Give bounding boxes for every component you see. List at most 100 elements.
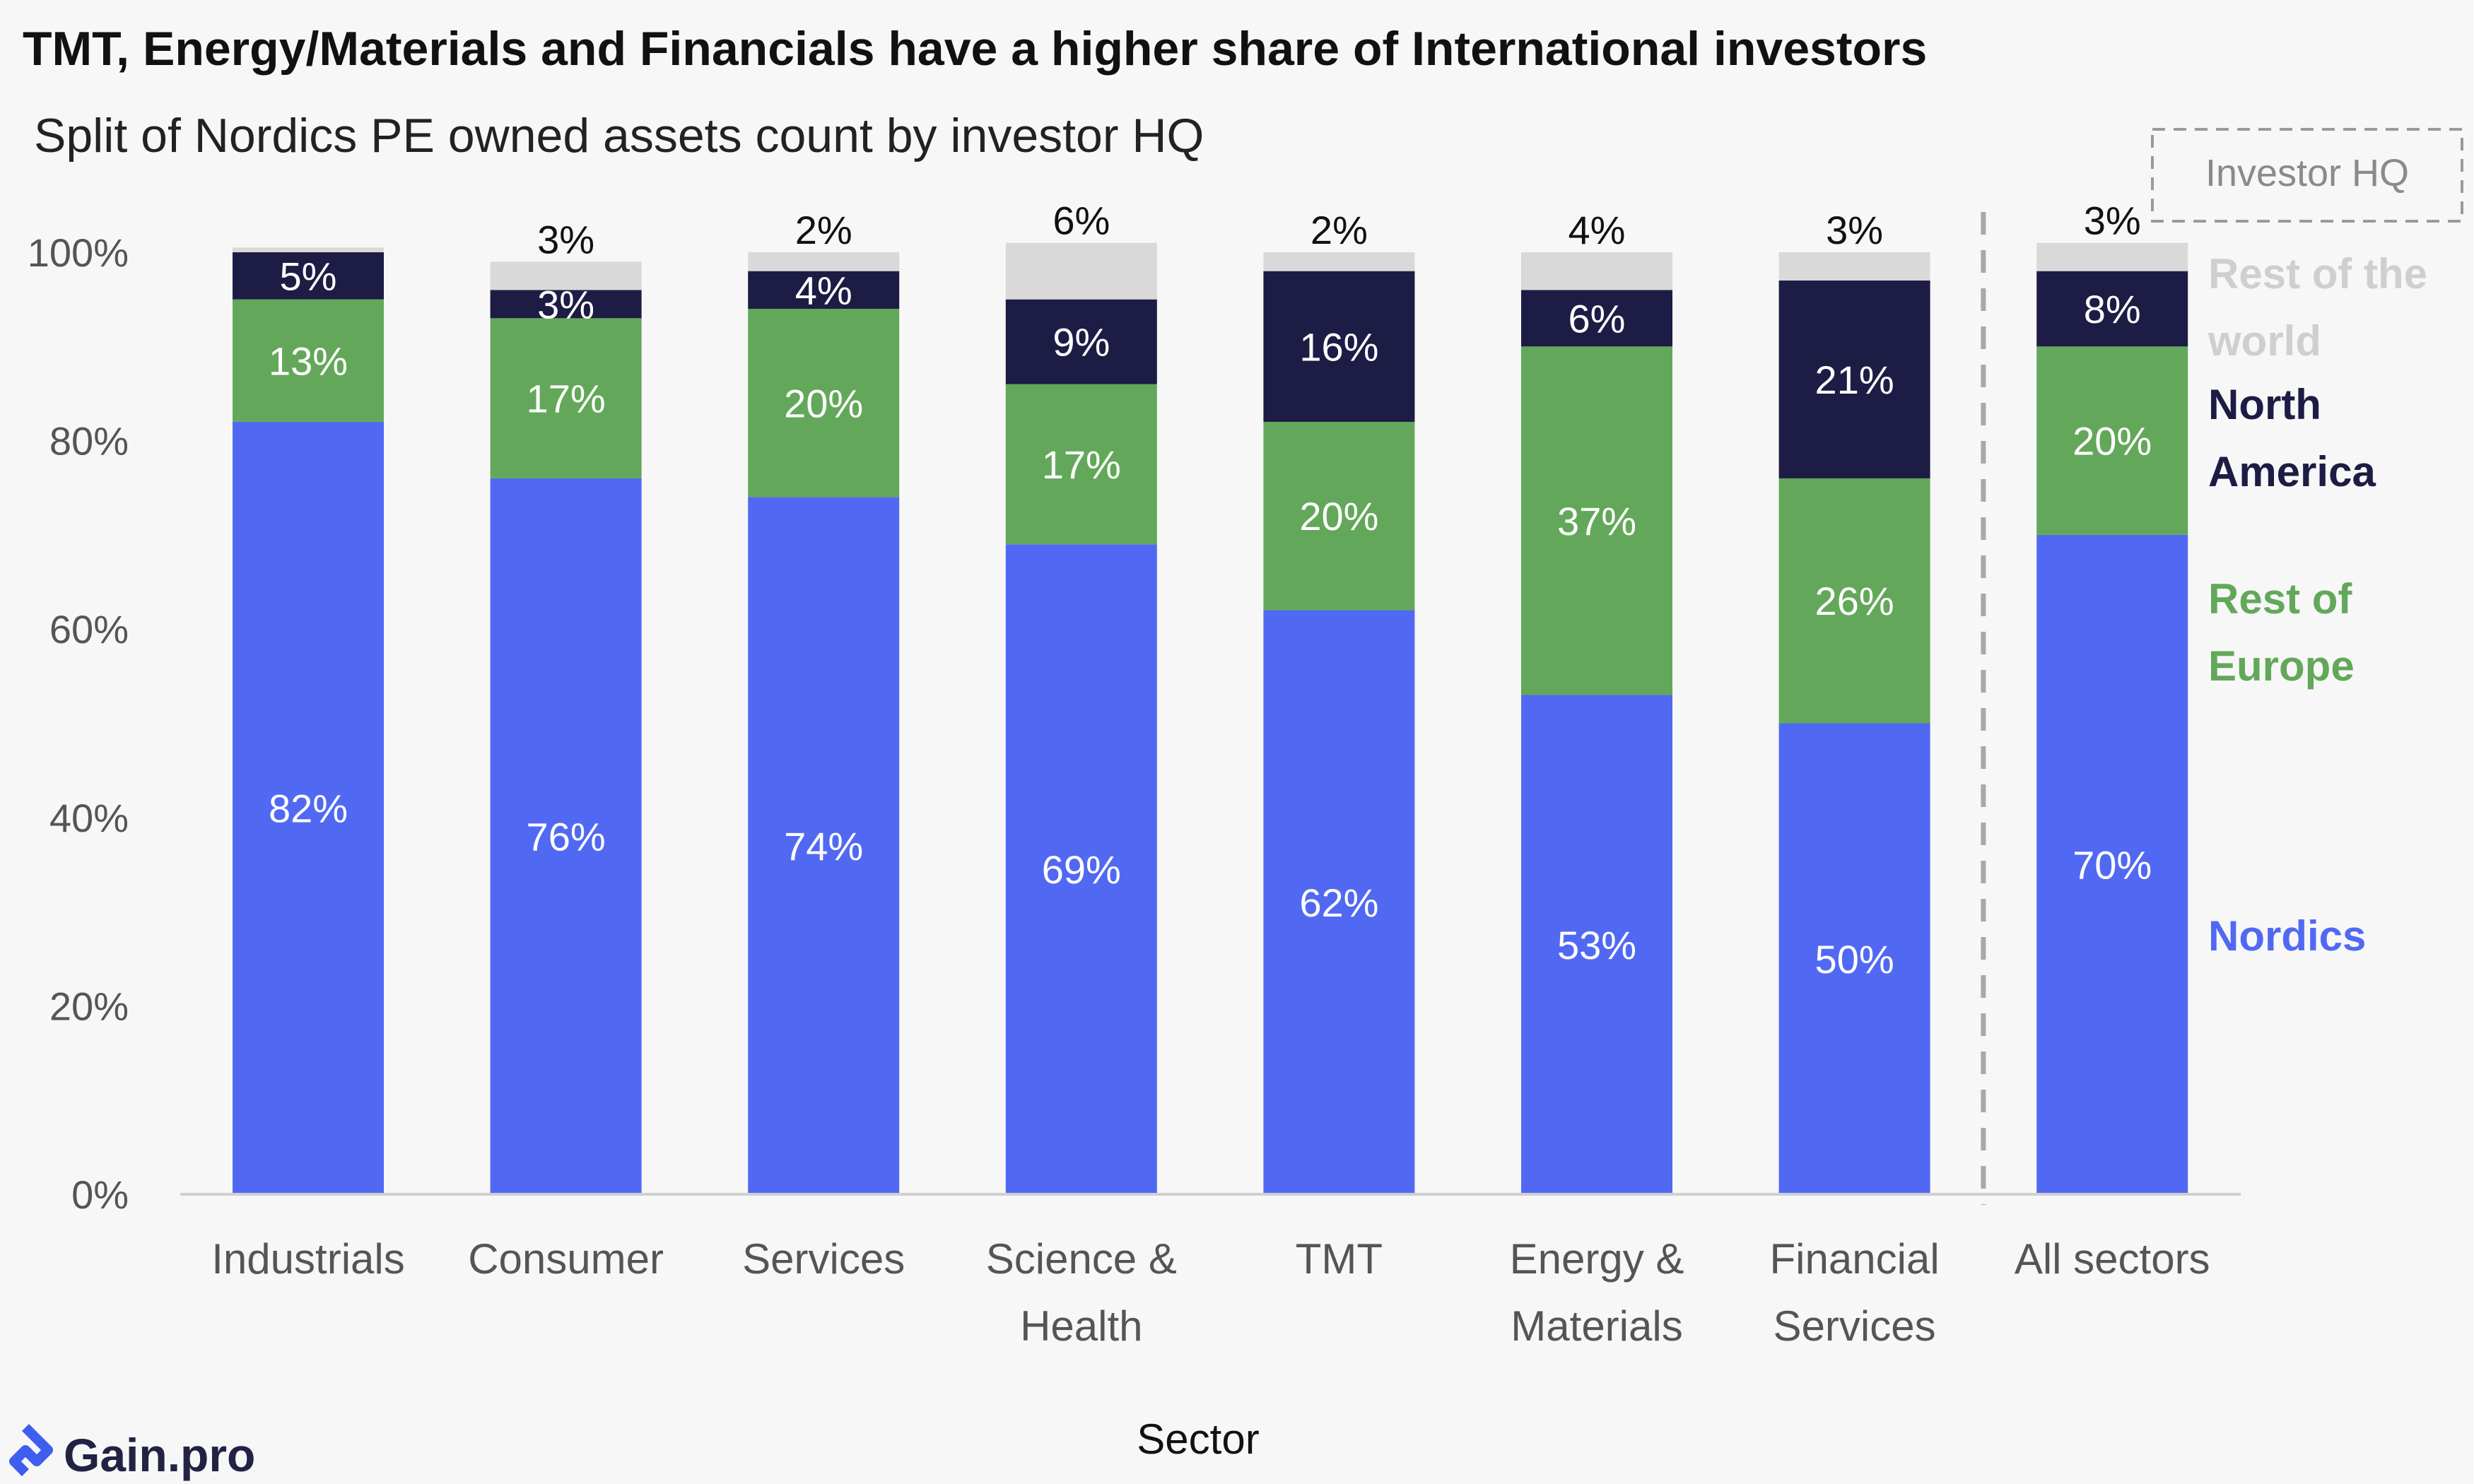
bar-stack: 50% 26% 21% 3%	[1778, 208, 1930, 1194]
bar-segment	[1005, 544, 1157, 1194]
bar-segment	[1778, 478, 1930, 724]
legend-item-label: world	[2208, 317, 2321, 365]
bar-segment	[2036, 242, 2188, 271]
bar-segment	[490, 478, 642, 1194]
bar-segment	[233, 299, 384, 422]
x-tick-label: All sectors	[2015, 1235, 2210, 1283]
x-tick-label: Industrials	[211, 1235, 404, 1283]
legend-item-label: America	[2208, 448, 2376, 495]
bar-segment	[2036, 271, 2188, 347]
bar-segment	[1263, 252, 1415, 271]
bar-stack: 62% 20% 16% 2%	[1263, 208, 1415, 1194]
bar-segment	[233, 247, 384, 252]
legend-item-label: Rest of	[2208, 575, 2352, 623]
bar-segment	[1005, 242, 1157, 300]
data-label: 3%	[2084, 199, 2141, 243]
legend-item-label: Nordics	[2208, 912, 2366, 960]
bar-segment	[1521, 346, 1672, 695]
data-label: 4%	[1569, 208, 1626, 252]
bar-segment	[233, 252, 384, 300]
y-tick-label: 80%	[49, 419, 129, 464]
data-label: 17%	[527, 377, 606, 421]
data-label: 70%	[2073, 842, 2152, 887]
legend-box	[2151, 128, 2463, 223]
x-tick-label: Health	[1020, 1302, 1142, 1350]
data-label: 20%	[2073, 419, 2152, 464]
bar-stack: 76%17%3%3%	[490, 217, 642, 1194]
y-tick-label: 60%	[49, 607, 129, 652]
data-label: 4%	[795, 268, 852, 312]
data-label: 13%	[269, 338, 348, 383]
bar-stack: 70% 20% 8% 3%	[2036, 199, 2188, 1194]
data-label: 82%	[269, 786, 348, 830]
legend-item-label: Europe	[2208, 642, 2355, 690]
y-tick-label: 0%	[71, 1172, 129, 1217]
bar-segment	[1263, 421, 1415, 611]
data-label: 21%	[1815, 358, 1894, 402]
x-tick-label: Science &	[986, 1235, 1177, 1283]
bar-segment	[490, 261, 642, 290]
data-label: 69%	[1042, 847, 1121, 892]
bar-segment	[748, 271, 900, 309]
bar-segment	[1778, 252, 1930, 281]
bar-stack: 74% 20% 4% 2%	[748, 208, 900, 1194]
data-label: 20%	[784, 381, 863, 425]
bars: 82% 13% 5% 76% 17% 3% 3% 74% 20% 4% 2% 69% 17% 9% 6% 62…	[233, 199, 2188, 1195]
x-axis: Industrials Consumer Services Science & Heal…	[180, 212, 2241, 1350]
gain-logo-icon	[9, 1424, 53, 1476]
data-label: 5%	[280, 254, 337, 298]
bar-segment	[490, 318, 642, 478]
bar-segment	[1005, 299, 1157, 384]
x-tick-label: Financial	[1770, 1235, 1940, 1283]
data-label: 62%	[1299, 881, 1378, 925]
bar-segment	[2036, 346, 2188, 535]
bar-segment	[1521, 695, 1672, 1194]
data-label: 6%	[1569, 296, 1626, 341]
x-tick-label: Energy &	[1510, 1235, 1684, 1283]
x-tick-label: Consumer	[468, 1235, 664, 1283]
data-label: 76%	[527, 814, 606, 859]
data-label: 17%	[1042, 442, 1121, 487]
brand-name: Gain.pro	[64, 1429, 255, 1481]
chart-title: TMT, Energy/Materials and Financials hav…	[23, 22, 1927, 76]
legend: Investor HQ Nordics Rest of Europe North Ame…	[2151, 128, 2463, 960]
bar-segment	[1521, 290, 1672, 347]
bar-stack: 53% 37% 6% 4%	[1521, 208, 1672, 1194]
legend-item-label: Rest of the	[2208, 250, 2427, 298]
bar-stack: 82% 13% 5%	[233, 247, 384, 1195]
bar-segment	[1263, 610, 1415, 1194]
x-tick-label: Services	[742, 1235, 905, 1283]
bar-segment	[1778, 280, 1930, 478]
x-tick-label: TMT	[1296, 1235, 1383, 1283]
data-label: 9%	[1053, 320, 1110, 365]
bar-segment	[1005, 384, 1157, 545]
bar-segment	[748, 497, 900, 1194]
x-tick-label: Services	[1774, 1302, 1936, 1350]
y-axis: 0% 20% 40% 60% 80% 100%	[28, 230, 129, 1217]
bar-segment	[490, 290, 642, 319]
y-tick-label: 40%	[49, 796, 129, 840]
data-label: 6%	[1053, 199, 1110, 243]
brand-logo: Gain.pro	[9, 1424, 255, 1481]
bar-segment	[748, 252, 900, 271]
data-label: 3%	[1826, 208, 1883, 252]
bar-segment	[748, 308, 900, 497]
data-label: 26%	[1815, 579, 1894, 623]
bar-segment	[1778, 723, 1930, 1194]
bar-segment	[2036, 534, 2188, 1194]
y-tick-label: 20%	[49, 984, 129, 1028]
x-tick-label: Materials	[1511, 1302, 1682, 1350]
data-label: 53%	[1557, 923, 1636, 967]
bar-segment	[233, 421, 384, 1195]
data-label: 50%	[1815, 937, 1894, 982]
data-label: 3%	[537, 217, 594, 261]
data-label: 20%	[1299, 494, 1378, 538]
legend-item-label: North	[2208, 381, 2321, 428]
data-label: 74%	[784, 824, 863, 868]
data-label: 37%	[1557, 499, 1636, 543]
bar-segment	[1521, 252, 1672, 290]
data-label: 2%	[795, 208, 852, 252]
bar-segment	[1263, 271, 1415, 422]
chart-subtitle: Split of Nordics PE owned assets count b…	[34, 109, 1204, 163]
